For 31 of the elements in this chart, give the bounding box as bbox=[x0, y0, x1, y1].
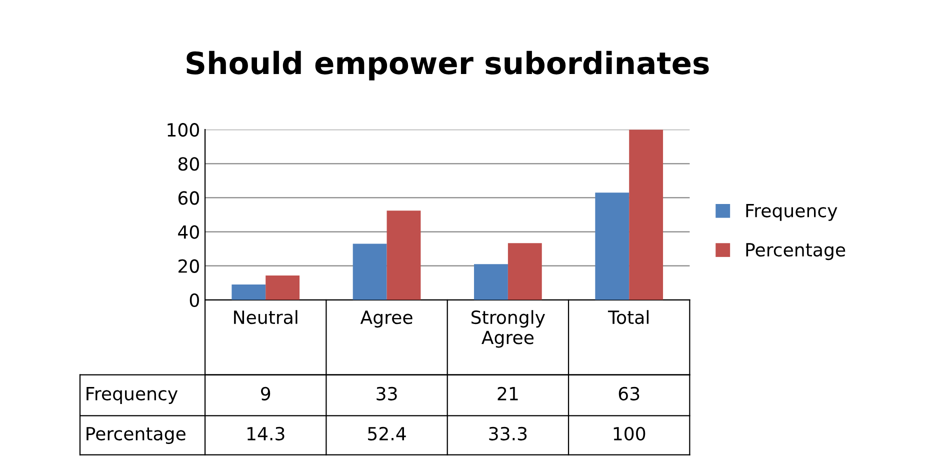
bar bbox=[232, 284, 266, 300]
bar bbox=[386, 210, 421, 300]
data-label: 100 bbox=[614, 426, 646, 440]
bar bbox=[352, 244, 387, 300]
data-label: 33.3 bbox=[489, 426, 527, 440]
y-tick-label: 100 bbox=[168, 123, 199, 137]
x-tick-label: Total bbox=[608, 310, 648, 324]
bar bbox=[595, 192, 630, 300]
bar bbox=[266, 276, 300, 300]
data-label: 14.3 bbox=[248, 426, 284, 440]
legend-label: Percentage bbox=[746, 243, 846, 260]
bar bbox=[508, 243, 542, 300]
y-tick-label: 40 bbox=[178, 225, 199, 239]
legend-label: Frequency bbox=[746, 204, 838, 221]
x-tick-label: Neutral bbox=[234, 310, 298, 324]
y-tick-label: 60 bbox=[178, 191, 199, 205]
bar bbox=[474, 264, 508, 300]
y-tick-label: 20 bbox=[178, 259, 199, 273]
data-label: 33 bbox=[376, 386, 397, 400]
data-label: 63 bbox=[618, 386, 640, 400]
data-label: 9 bbox=[261, 386, 270, 400]
data-label: 21 bbox=[498, 386, 518, 400]
x-tick-label: Agree bbox=[360, 310, 412, 328]
data-label: 52.4 bbox=[368, 426, 406, 440]
y-tick-label: 80 bbox=[178, 157, 199, 171]
y-tick-label: 0 bbox=[190, 293, 199, 307]
text: Frequency bbox=[86, 387, 178, 404]
x-tick-label: Strongly Agree bbox=[472, 310, 546, 348]
text: Percentage bbox=[86, 427, 186, 444]
bar bbox=[629, 130, 664, 300]
chart-title: Should empower subordinates bbox=[186, 50, 709, 80]
